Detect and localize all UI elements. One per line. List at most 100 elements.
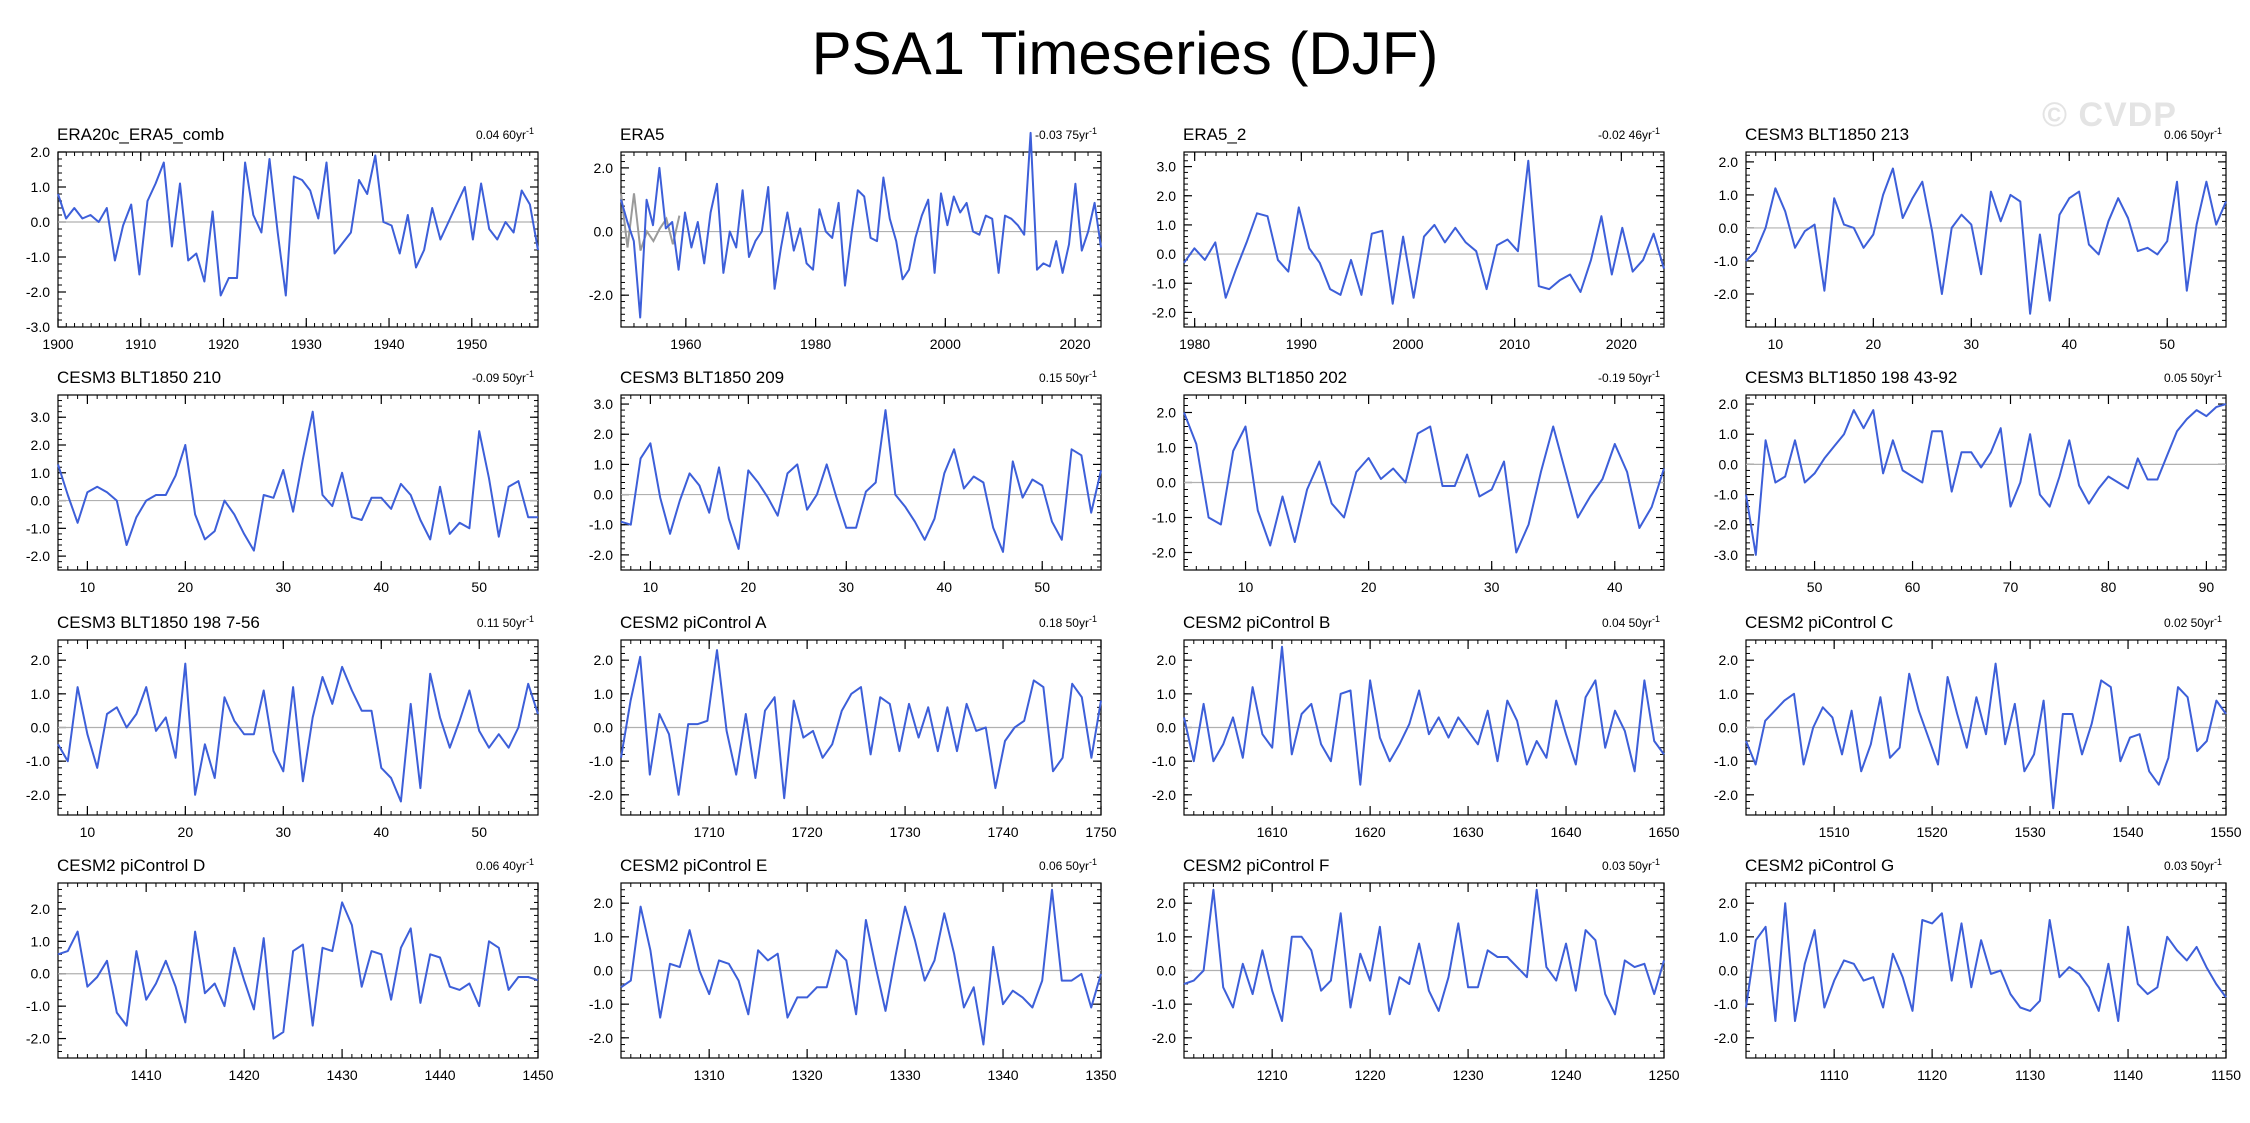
series-line [57, 901, 539, 1040]
trend-label: 0.04 60yr-1 [476, 126, 534, 142]
y-tick-label: 2.0 [1157, 405, 1177, 421]
x-tick-label: 1940 [373, 336, 404, 352]
plot-frame [1745, 394, 2227, 571]
x-tick-label: 1410 [131, 1067, 162, 1083]
x-tick-label: 20 [1361, 579, 1377, 595]
y-tick-label: 2.0 [594, 160, 614, 176]
panel-title: CESM2 piControl B [1183, 613, 1330, 632]
series-line [1745, 902, 2227, 1022]
x-tick-label: 1740 [987, 824, 1018, 840]
y-tick-label: -2.0 [1152, 545, 1176, 561]
series-line [1745, 662, 2227, 810]
y-tick-label: 2.0 [31, 437, 51, 453]
x-tick-label: 1900 [42, 336, 73, 352]
y-tick-label: -1.0 [1714, 487, 1738, 503]
y-tick-label: -2.0 [589, 547, 613, 563]
x-tick-label: 50 [1034, 579, 1050, 595]
x-tick-label: 1240 [1550, 1067, 1581, 1083]
x-tick-label: 1610 [1257, 824, 1288, 840]
x-tick-label: 1350 [1085, 1067, 1116, 1083]
y-tick-label: 0.0 [1719, 220, 1739, 236]
x-tick-label: 20 [741, 579, 757, 595]
x-tick-label: 40 [2061, 336, 2077, 352]
x-tick-label: 2000 [1392, 336, 1423, 352]
trend-label: 0.03 50yr-1 [2164, 857, 2222, 873]
x-tick-label: 30 [1484, 579, 1500, 595]
y-tick-label: 2.0 [1719, 652, 1739, 668]
series-line [1745, 403, 2227, 556]
trend-label: 0.11 50yr-1 [477, 614, 534, 630]
y-tick-label: 2.0 [594, 895, 614, 911]
timeseries-panel: CESM3 BLT1850 202 -0.19 50yr-1 -2.0 -1.0 0.0… [1152, 368, 1665, 595]
x-tick-label: 2000 [930, 336, 961, 352]
y-tick-label: 0.0 [594, 224, 614, 240]
x-tick-label: 10 [1238, 579, 1254, 595]
y-tick-label: 3.0 [1157, 159, 1177, 175]
x-tick-label: 1110 [1820, 1067, 1849, 1083]
y-tick-label: -1.0 [26, 520, 50, 536]
plot-frame [620, 151, 1102, 328]
y-tick-label: -2.0 [1152, 1030, 1176, 1046]
panel-title: CESM2 piControl E [620, 856, 767, 875]
series-line [620, 888, 1102, 1046]
plot-frame [57, 882, 539, 1059]
x-tick-label: 50 [471, 824, 487, 840]
y-tick-label: -1.0 [26, 753, 50, 769]
trend-label: 0.15 50yr-1 [1039, 369, 1097, 385]
series-line [620, 409, 1102, 553]
y-tick-label: -2.0 [589, 787, 613, 803]
x-tick-label: 1550 [2210, 824, 2241, 840]
y-tick-label: -1.0 [589, 517, 613, 533]
x-tick-label: 1340 [987, 1067, 1018, 1083]
y-tick-label: -3.0 [1714, 547, 1738, 563]
trend-label: -0.02 46yr-1 [1598, 126, 1660, 142]
y-tick-label: -1.0 [26, 998, 50, 1014]
y-tick-label: 1.0 [31, 465, 51, 481]
y-tick-label: -1.0 [589, 753, 613, 769]
x-tick-label: 1120 [1917, 1067, 1947, 1083]
y-tick-label: -1.0 [1152, 996, 1176, 1012]
overlay-series-line [620, 193, 681, 251]
x-tick-label: 40 [1607, 579, 1623, 595]
x-tick-label: 60 [1905, 579, 1921, 595]
trend-label: 0.18 50yr-1 [1039, 614, 1097, 630]
x-tick-label: 1980 [1179, 336, 1210, 352]
trend-label: -0.03 75yr-1 [1035, 126, 1097, 142]
panel-title: CESM3 BLT1850 202 [1183, 368, 1347, 387]
trend-label: 0.05 50yr-1 [2164, 369, 2222, 385]
x-tick-label: 90 [2199, 579, 2215, 595]
x-tick-label: 10 [643, 579, 659, 595]
x-tick-label: 40 [373, 824, 389, 840]
y-tick-label: 1.0 [31, 933, 51, 949]
y-tick-label: 2.0 [31, 144, 51, 160]
y-tick-label: -2.0 [589, 287, 613, 303]
y-tick-label: 0.0 [31, 720, 51, 736]
panel-title: ERA5_2 [1183, 125, 1246, 144]
y-tick-label: 0.0 [31, 493, 51, 509]
y-tick-label: 0.0 [31, 966, 51, 982]
cvdp-watermark: © CVDP [2042, 96, 2177, 134]
x-tick-label: 20 [178, 824, 194, 840]
y-tick-label: -1.0 [589, 996, 613, 1012]
timeseries-panel: CESM2 piControl B 0.04 50yr-1 -2.0 -1.0 0.0 1… [1152, 613, 1680, 840]
x-tick-label: 1420 [229, 1067, 260, 1083]
trend-label: 0.06 40yr-1 [476, 857, 534, 873]
x-tick-label: 1630 [1453, 824, 1484, 840]
timeseries-panel: CESM3 BLT1850 213 0.06 50yr-1 -2.0 -1.0 0.0 1… [1714, 125, 2227, 352]
panel-title: CESM3 BLT1850 198 7-56 [57, 613, 260, 632]
y-tick-label: 1.0 [1157, 929, 1177, 945]
timeseries-panel: CESM3 BLT1850 210 -0.09 50yr-1 -2.0 -1.0 0.0… [26, 368, 539, 595]
y-tick-label: 0.0 [1719, 720, 1739, 736]
y-tick-label: 2.0 [1157, 652, 1177, 668]
x-tick-label: 1230 [1453, 1067, 1484, 1083]
series-line [57, 154, 539, 297]
x-tick-label: 1250 [1648, 1067, 1679, 1083]
x-tick-label: 1450 [522, 1067, 553, 1083]
x-tick-label: 1950 [456, 336, 487, 352]
y-tick-label: 0.0 [1157, 720, 1177, 736]
page-title: PSA1 Timeseries (DJF) [811, 20, 1439, 87]
y-tick-label: 1.0 [594, 456, 614, 472]
series-line [57, 662, 539, 803]
trend-label: 0.04 50yr-1 [1602, 614, 1660, 630]
x-tick-label: 1960 [670, 336, 701, 352]
